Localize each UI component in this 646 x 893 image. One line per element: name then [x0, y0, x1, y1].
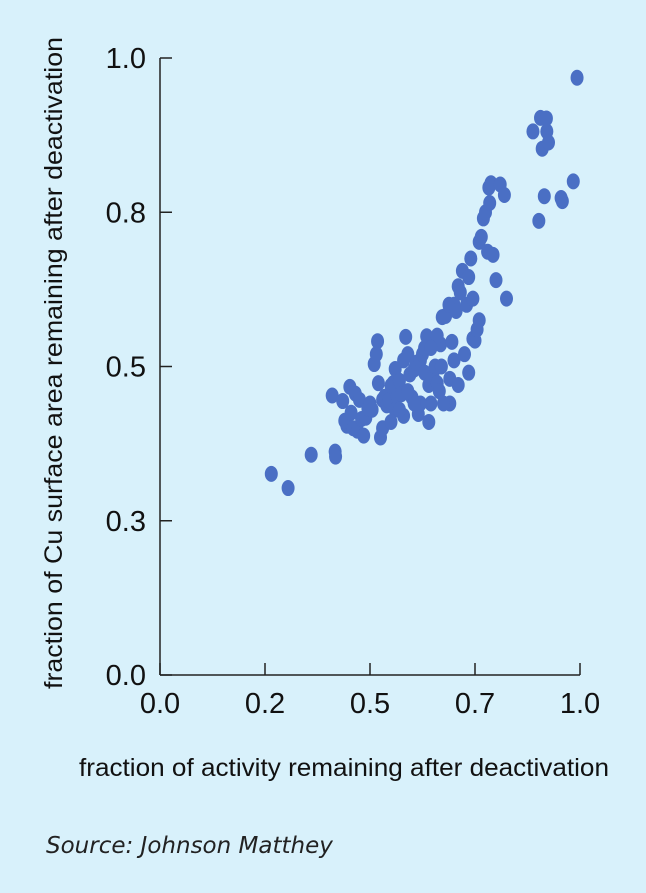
data-point — [537, 188, 551, 205]
data-point — [357, 427, 371, 444]
tick-labels: 0.0 0.3 0.5 0.8 1.0 0.0 0.2 0.5 0.7 1.0 — [106, 43, 600, 720]
x-tick-label: 0.0 — [140, 688, 180, 720]
data-point — [453, 284, 467, 301]
data-point — [500, 290, 513, 307]
y-tick-label: 0.3 — [106, 506, 146, 538]
data-point — [472, 312, 486, 329]
x-axis-title: fraction of activity remaining after dea… — [79, 754, 609, 782]
data-point — [325, 387, 339, 404]
x-tick-label: 0.2 — [245, 688, 285, 720]
data-point — [432, 383, 446, 400]
data-point — [447, 352, 461, 369]
data-point — [542, 134, 555, 151]
data-point — [407, 395, 421, 412]
data-point — [424, 395, 438, 412]
data-point — [486, 246, 500, 263]
y-tick-label: 0.5 — [106, 352, 146, 384]
x-tick-label: 0.7 — [455, 688, 495, 720]
data-point — [336, 393, 350, 410]
data-point — [430, 327, 444, 344]
data-point — [466, 290, 480, 307]
data-point — [371, 375, 385, 392]
y-tick-label: 0.0 — [106, 660, 146, 692]
data-point — [371, 333, 385, 350]
data-point — [483, 194, 497, 211]
scatter-chart: 0.0 0.3 0.5 0.8 1.0 0.0 0.2 0.5 0.7 1.0 fraction … — [40, 37, 609, 782]
data-point — [474, 228, 488, 245]
data-point — [464, 250, 478, 267]
data-point — [329, 448, 343, 465]
axes — [159, 57, 581, 676]
x-tick-label: 0.5 — [350, 688, 390, 720]
data-point — [365, 401, 379, 418]
x-tick-label: 1.0 — [560, 688, 600, 720]
source-note: Source: Johnson Matthey — [46, 833, 333, 859]
data-point — [401, 383, 415, 400]
data-point — [462, 269, 476, 286]
data-point — [384, 414, 398, 431]
data-point — [526, 123, 540, 140]
data-point — [392, 372, 406, 389]
data-point — [422, 414, 436, 431]
data-point — [458, 346, 471, 363]
y-axis-title: fraction of Cu surface area remaining af… — [40, 37, 68, 689]
data-point — [445, 333, 459, 350]
data-point — [532, 212, 546, 229]
data-point — [570, 69, 584, 86]
data-point — [539, 110, 553, 127]
y-tick-label: 0.8 — [106, 197, 146, 229]
data-point — [281, 480, 295, 497]
data-point — [392, 401, 406, 418]
data-point — [434, 358, 448, 375]
data-point — [437, 395, 450, 412]
data-points — [264, 69, 584, 497]
data-point — [449, 302, 463, 319]
data-point — [264, 465, 278, 482]
data-point — [497, 186, 511, 203]
data-point — [451, 377, 465, 394]
data-point — [462, 364, 476, 381]
data-point — [304, 446, 318, 463]
data-point — [369, 346, 383, 363]
data-point — [344, 404, 358, 421]
y-tick-label: 1.0 — [106, 43, 146, 75]
data-point — [399, 328, 413, 345]
data-point — [489, 272, 503, 289]
data-point — [555, 193, 569, 210]
data-point — [424, 339, 438, 356]
data-point — [566, 173, 580, 190]
